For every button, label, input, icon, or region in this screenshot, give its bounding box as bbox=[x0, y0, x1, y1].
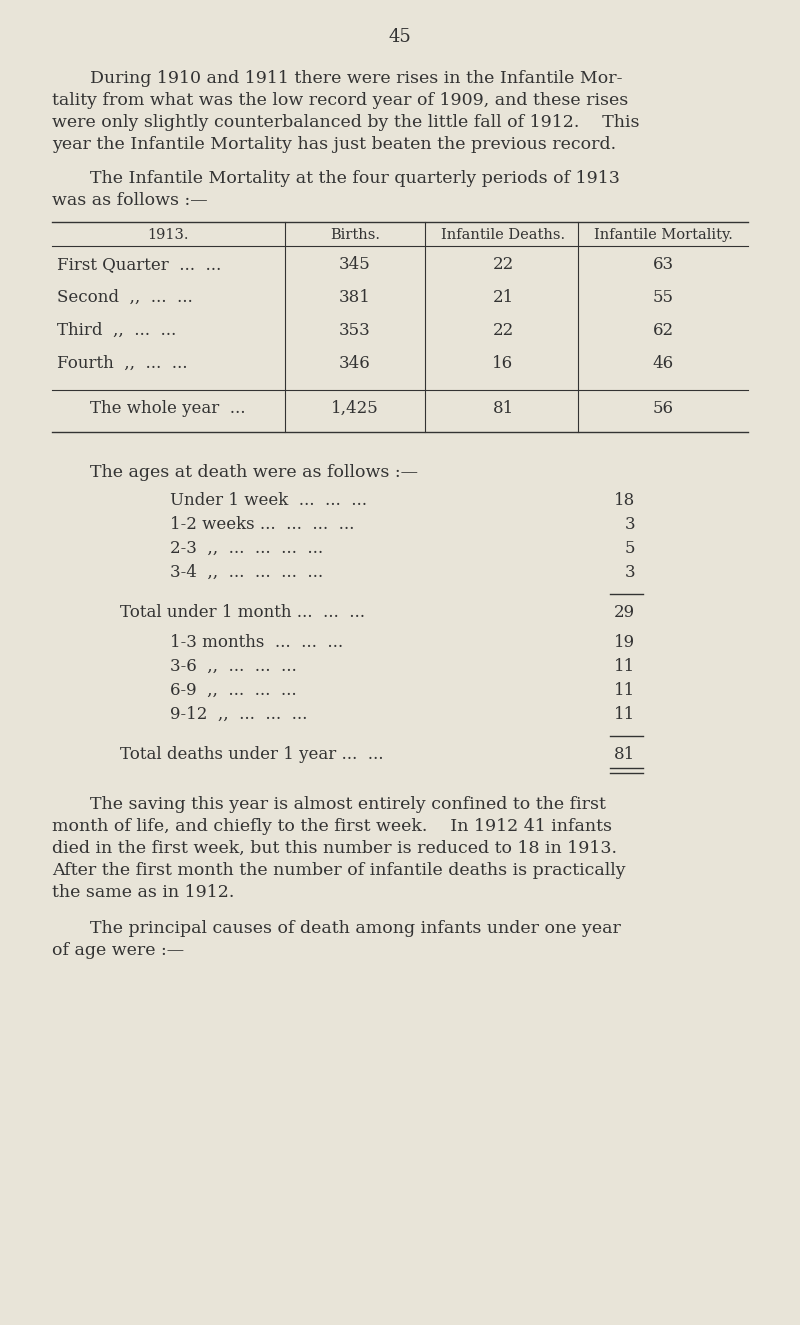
Text: died in the first week, but this number is reduced to 18 in 1913.: died in the first week, but this number … bbox=[52, 840, 617, 857]
Text: Second  ,,  ...  ...: Second ,, ... ... bbox=[57, 289, 193, 306]
Text: 62: 62 bbox=[653, 322, 674, 339]
Text: 3-6  ,,  ...  ...  ...: 3-6 ,, ... ... ... bbox=[170, 659, 297, 674]
Text: 381: 381 bbox=[339, 289, 371, 306]
Text: 3: 3 bbox=[624, 515, 635, 533]
Text: 11: 11 bbox=[614, 682, 635, 700]
Text: The principal causes of death among infants under one year: The principal causes of death among infa… bbox=[90, 920, 621, 937]
Text: 1-2 weeks ...  ...  ...  ...: 1-2 weeks ... ... ... ... bbox=[170, 515, 354, 533]
Text: 22: 22 bbox=[492, 322, 514, 339]
Text: Births.: Births. bbox=[330, 228, 380, 242]
Text: year the Infantile Mortality has just beaten the previous record.: year the Infantile Mortality has just be… bbox=[52, 136, 616, 152]
Text: 1913.: 1913. bbox=[147, 228, 189, 242]
Text: After the first month the number of infantile deaths is practically: After the first month the number of infa… bbox=[52, 863, 626, 878]
Text: Total under 1 month ...  ...  ...: Total under 1 month ... ... ... bbox=[120, 604, 365, 621]
Text: 346: 346 bbox=[339, 355, 371, 372]
Text: 55: 55 bbox=[653, 289, 674, 306]
Text: the same as in 1912.: the same as in 1912. bbox=[52, 884, 234, 901]
Text: Under 1 week  ...  ...  ...: Under 1 week ... ... ... bbox=[170, 492, 367, 509]
Text: 3-4  ,,  ...  ...  ...  ...: 3-4 ,, ... ... ... ... bbox=[170, 564, 323, 580]
Text: The saving this year is almost entirely confined to the first: The saving this year is almost entirely … bbox=[90, 796, 606, 814]
Text: 5: 5 bbox=[625, 541, 635, 556]
Text: 6-9  ,,  ...  ...  ...: 6-9 ,, ... ... ... bbox=[170, 682, 297, 700]
Text: tality from what was the low record year of 1909, and these rises: tality from what was the low record year… bbox=[52, 91, 628, 109]
Text: 353: 353 bbox=[339, 322, 371, 339]
Text: 22: 22 bbox=[492, 256, 514, 273]
Text: 2-3  ,,  ...  ...  ...  ...: 2-3 ,, ... ... ... ... bbox=[170, 541, 323, 556]
Text: 11: 11 bbox=[614, 659, 635, 674]
Text: The ages at death were as follows :—: The ages at death were as follows :— bbox=[90, 464, 418, 481]
Text: Infantile Deaths.: Infantile Deaths. bbox=[441, 228, 565, 242]
Text: were only slightly counterbalanced by the little fall of 1912.  This: were only slightly counterbalanced by th… bbox=[52, 114, 639, 131]
Text: 18: 18 bbox=[614, 492, 635, 509]
Text: 9-12  ,,  ...  ...  ...: 9-12 ,, ... ... ... bbox=[170, 706, 307, 723]
Text: 345: 345 bbox=[339, 256, 371, 273]
Text: The Infantile Mortality at the four quarterly periods of 1913: The Infantile Mortality at the four quar… bbox=[90, 170, 620, 187]
Text: 45: 45 bbox=[389, 28, 411, 46]
Text: 16: 16 bbox=[493, 355, 514, 372]
Text: 56: 56 bbox=[653, 400, 674, 417]
Text: During 1910 and 1911 there were rises in the Infantile Mor-: During 1910 and 1911 there were rises in… bbox=[90, 70, 622, 87]
Text: 11: 11 bbox=[614, 706, 635, 723]
Text: was as follows :—: was as follows :— bbox=[52, 192, 208, 209]
Text: Total deaths under 1 year ...  ...: Total deaths under 1 year ... ... bbox=[120, 746, 383, 763]
Text: 81: 81 bbox=[492, 400, 514, 417]
Text: 81: 81 bbox=[614, 746, 635, 763]
Text: The whole year  ...: The whole year ... bbox=[90, 400, 246, 417]
Text: 3: 3 bbox=[624, 564, 635, 580]
Text: 19: 19 bbox=[614, 633, 635, 651]
Text: 21: 21 bbox=[492, 289, 514, 306]
Text: First Quarter  ...  ...: First Quarter ... ... bbox=[57, 256, 222, 273]
Text: 63: 63 bbox=[653, 256, 674, 273]
Text: 1-3 months  ...  ...  ...: 1-3 months ... ... ... bbox=[170, 633, 343, 651]
Text: Infantile Mortality.: Infantile Mortality. bbox=[594, 228, 733, 242]
Text: 29: 29 bbox=[614, 604, 635, 621]
Text: month of life, and chiefly to the first week.  In 1912 41 infants: month of life, and chiefly to the first … bbox=[52, 818, 612, 835]
Text: Fourth  ,,  ...  ...: Fourth ,, ... ... bbox=[57, 355, 187, 372]
Text: 46: 46 bbox=[653, 355, 674, 372]
Text: Third  ,,  ...  ...: Third ,, ... ... bbox=[57, 322, 176, 339]
Text: 1,425: 1,425 bbox=[331, 400, 379, 417]
Text: of age were :—: of age were :— bbox=[52, 942, 184, 959]
